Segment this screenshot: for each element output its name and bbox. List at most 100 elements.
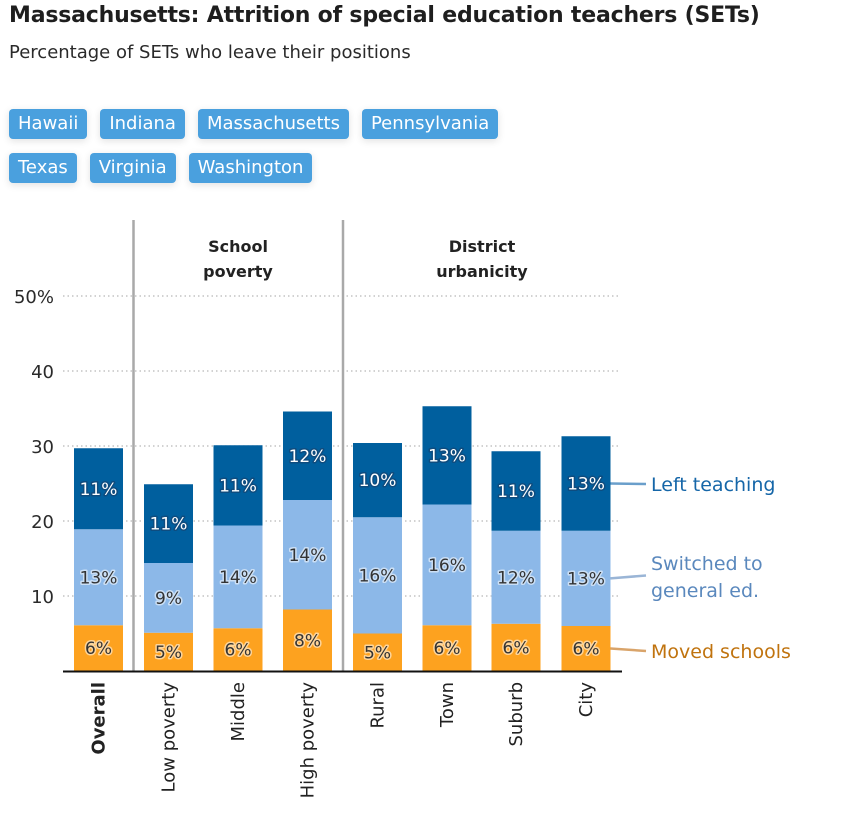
data-label-rural-moved-schools: 5% [364, 643, 391, 663]
chart-subtitle: Percentage of SETs who leave their posit… [9, 42, 411, 63]
group-label-school-poverty: School [208, 237, 268, 256]
data-label-overall-switched-to-general-ed: 13% [80, 568, 118, 588]
bar-segment-low-poverty-left-teaching [144, 484, 193, 563]
x-category-label-overall: Overall [89, 682, 110, 755]
data-label-halo-suburb-moved-schools: 6% [503, 638, 530, 658]
bar-segment-high-poverty-switched-to-general-ed [283, 500, 332, 610]
bar-segment-low-poverty-moved-schools [144, 632, 193, 671]
bar-segment-overall-left-teaching [74, 448, 123, 530]
bar-segment-town-moved-schools [422, 625, 472, 671]
data-label-city-left-teaching: 13% [567, 475, 605, 495]
state-button-row-2: Texas Virginia Washington [9, 153, 313, 183]
x-category-label-middle: Middle [228, 682, 249, 741]
state-button-indiana[interactable]: Indiana [100, 109, 185, 139]
state-button-virginia[interactable]: Virginia [89, 153, 176, 183]
data-label-halo-city-moved-schools: 6% [573, 640, 600, 660]
data-label-halo-rural-switched-to-general-ed: 16% [359, 566, 397, 586]
state-button-row-1: Hawaii Indiana Massachusetts Pennsylvani… [9, 109, 499, 139]
data-label-halo-middle-moved-schools: 6% [225, 641, 252, 661]
bar-segment-suburb-moved-schools [491, 623, 541, 671]
x-axis-category-labels: Overall Low poverty Middle High poverty Rura… [89, 682, 598, 799]
group-label-district-urbanicity: District [449, 237, 516, 256]
y-tick-label-40: 40 [31, 362, 54, 383]
data-label-suburb-moved-schools: 6% [503, 638, 530, 658]
data-label-town-switched-to-general-ed: 16% [428, 556, 466, 576]
segment-labels: 6%6%13%13%11%11%5%5%9%9%11%11%6%6%14%14%… [78, 445, 606, 665]
data-label-halo-suburb-switched-to-general-ed: 12% [497, 568, 535, 588]
data-label-town-left-teaching: 13% [428, 446, 466, 466]
state-button-texas[interactable]: Texas [9, 153, 77, 183]
group-separators [132, 220, 345, 671]
x-category-label-low-poverty: Low poverty [159, 682, 180, 793]
data-label-halo-high-poverty-moved-schools: 8% [294, 631, 321, 651]
bar-segment-town-switched-to-general-ed [422, 504, 472, 626]
data-label-rural-switched-to-general-ed: 16% [359, 566, 397, 586]
bars [74, 406, 611, 671]
group-label-school-poverty-line2: poverty [203, 262, 273, 281]
data-label-city-switched-to-general-ed: 13% [567, 569, 605, 589]
data-label-halo-middle-switched-to-general-ed: 14% [219, 568, 257, 588]
data-label-rural-left-teaching: 10% [359, 471, 397, 491]
legend-leader-switched-to-general-ed [610, 574, 647, 580]
bar-segment-middle-left-teaching [213, 445, 263, 526]
data-label-halo-overall-moved-schools: 6% [85, 639, 112, 659]
data-label-high-poverty-moved-schools: 8% [294, 631, 321, 651]
data-label-halo-overall-switched-to-general-ed: 13% [80, 568, 118, 588]
data-label-low-poverty-moved-schools: 5% [155, 643, 182, 663]
bar-segment-high-poverty-moved-schools [283, 609, 332, 671]
data-label-halo-rural-moved-schools: 5% [364, 643, 391, 663]
bar-segment-city-switched-to-general-ed [561, 530, 611, 626]
bar-segment-overall-switched-to-general-ed [74, 529, 123, 626]
data-label-overall-moved-schools: 6% [85, 639, 112, 659]
data-label-town-moved-schools: 6% [434, 639, 461, 659]
x-category-label-suburb: Suburb [506, 682, 527, 747]
x-category-label-town: Town [437, 682, 458, 728]
bar-segment-overall-moved-schools [74, 625, 123, 671]
data-label-halo-low-poverty-switched-to-general-ed: 9% [155, 589, 182, 609]
data-label-middle-left-teaching: 11% [219, 476, 257, 496]
data-label-halo-suburb-left-teaching: 11% [497, 482, 535, 502]
bar-segment-high-poverty-left-teaching [283, 411, 332, 500]
legend-leader-left-teaching [610, 482, 647, 486]
data-label-high-poverty-switched-to-general-ed: 14% [289, 546, 327, 566]
legend-label-moved-schools: Moved schools [651, 641, 791, 663]
legend-leader-moved-schools [610, 647, 647, 653]
data-label-halo-low-poverty-left-teaching: 11% [150, 515, 188, 535]
data-label-middle-moved-schools: 6% [225, 641, 252, 661]
legend-label-switched-to-general-ed: Switched to [651, 553, 763, 575]
data-label-high-poverty-left-teaching: 12% [289, 447, 327, 467]
bar-segment-rural-switched-to-general-ed [353, 517, 402, 634]
data-label-suburb-left-teaching: 11% [497, 482, 535, 502]
bar-segment-middle-switched-to-general-ed [213, 525, 263, 629]
bar-segment-low-poverty-switched-to-general-ed [144, 563, 193, 633]
data-label-overall-left-teaching: 11% [80, 480, 118, 500]
bar-segment-middle-moved-schools [213, 628, 263, 671]
y-tick-label-50: 50% [14, 287, 54, 308]
bar-segment-rural-left-teaching [353, 443, 402, 518]
data-label-halo-town-left-teaching: 13% [428, 446, 466, 466]
legend-annotations: Moved schools Switched to general ed. Left … [610, 474, 791, 663]
data-label-halo-middle-left-teaching: 11% [219, 476, 257, 496]
group-labels: School poverty District urbanicity [203, 237, 528, 281]
data-label-city-moved-schools: 6% [573, 640, 600, 660]
data-label-halo-high-poverty-left-teaching: 12% [289, 447, 327, 467]
state-button-pennsylvania[interactable]: Pennsylvania [361, 109, 499, 139]
state-button-massachusetts[interactable]: Massachusetts [197, 109, 349, 139]
y-axis: 10 20 30 40 50% [14, 287, 54, 608]
y-tick-label-30: 30 [31, 437, 54, 458]
bar-segment-suburb-switched-to-general-ed [491, 530, 541, 624]
data-label-suburb-switched-to-general-ed: 12% [497, 568, 535, 588]
bar-segment-suburb-left-teaching [491, 451, 541, 531]
data-label-low-poverty-left-teaching: 11% [150, 515, 188, 535]
data-label-halo-overall-left-teaching: 11% [80, 480, 118, 500]
state-button-hawaii[interactable]: Hawaii [9, 109, 88, 139]
y-tick-label-10: 10 [31, 587, 54, 608]
state-button-washington[interactable]: Washington [188, 153, 313, 183]
data-label-low-poverty-switched-to-general-ed: 9% [155, 589, 182, 609]
data-label-middle-switched-to-general-ed: 14% [219, 568, 257, 588]
legend-label-left-teaching: Left teaching [651, 474, 775, 496]
x-category-label-city: City [576, 682, 597, 718]
bar-segment-city-moved-schools [561, 626, 611, 671]
data-label-halo-high-poverty-switched-to-general-ed: 14% [289, 546, 327, 566]
